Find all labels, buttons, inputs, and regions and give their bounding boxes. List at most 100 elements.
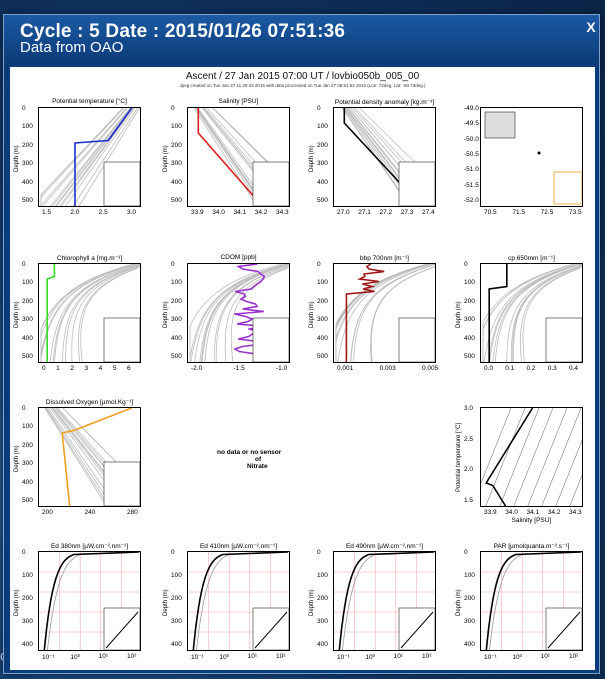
x-tick-label: 0 xyxy=(42,365,46,372)
x-tick-label: 10² xyxy=(276,653,286,660)
x-tick-label: 1 xyxy=(56,365,60,372)
profile-plot xyxy=(39,552,140,650)
y-tick-label: 0 xyxy=(317,549,321,556)
y-axis-label: Depth (m) xyxy=(14,145,20,172)
current-profile xyxy=(46,264,56,362)
y-tick-label: 0 xyxy=(22,549,26,556)
historical-profile xyxy=(40,264,137,362)
plot-area xyxy=(187,107,290,207)
y-tick-label: 100 xyxy=(464,279,475,287)
panel-map: -49.0 -49.5 -50.0 -50.5 -51.0 -51.5 -52.0 70.5 7… xyxy=(456,97,593,227)
y-axis-label: Depth (m) xyxy=(14,301,20,328)
x-tick-label: 27.3 xyxy=(400,209,414,216)
no-data-variable: Nitrate xyxy=(247,463,268,470)
inset-line xyxy=(547,611,581,649)
panel-title: Chlorophyll a [mg.m⁻³] xyxy=(56,255,123,262)
historical-profile xyxy=(42,108,128,206)
y-tick-label: -50.0 xyxy=(464,135,479,143)
y-tick-label: 300 xyxy=(171,160,182,168)
panel-title: Salinity [PSU] xyxy=(218,98,259,105)
historical-profile xyxy=(371,264,435,362)
y-axis-label: Depth (m) xyxy=(309,589,315,616)
panel-ts: Potential temperature [°C] 3.0 2.5 2.0 1.5 33… xyxy=(456,397,593,527)
y-tick-label: 300 xyxy=(464,618,475,625)
irradiance-profile xyxy=(192,552,288,650)
current-profile xyxy=(233,264,266,362)
map-inset xyxy=(484,111,516,139)
panel-title: cp 650mm [m⁻¹] xyxy=(508,255,555,262)
ts-curve xyxy=(485,408,534,506)
historical-profile xyxy=(50,108,131,206)
panel-sal: Salinity [PSU] Depth (m) 0 100 200 300 400 500 3… xyxy=(163,97,300,227)
x-tick-label: 0.0 xyxy=(484,365,494,372)
historical-profile xyxy=(78,264,140,362)
x-tick-label: 0.3 xyxy=(547,365,557,372)
figure-subheader: Jpeg created on Tue Jan 27 11:29:43 2015… xyxy=(179,83,426,88)
close-button[interactable]: X xyxy=(586,19,596,35)
profile-plot xyxy=(484,111,582,205)
historical-profile xyxy=(46,408,113,506)
x-tick-label: 10⁻¹ xyxy=(484,654,497,661)
x-axis-label: Salinity [PSU] xyxy=(511,517,552,524)
y-tick-label: 200 xyxy=(22,595,33,602)
y-tick-label: 0 xyxy=(171,105,175,112)
x-tick-label: 10⁰ xyxy=(512,654,523,661)
trajectory-inset xyxy=(553,171,582,205)
y-tick-label: 0 xyxy=(464,261,468,268)
x-tick-label: 10¹ xyxy=(540,653,551,660)
x-tick-label: 0.4 xyxy=(569,365,579,372)
inset-plot xyxy=(103,161,140,206)
y-tick-label: 300 xyxy=(22,160,33,168)
profile-figure: Ascent / 27 Jan 2015 07:00 UT / lovbio05… xyxy=(10,67,595,670)
x-tick-label: 34.1 xyxy=(233,209,247,216)
y-tick-label: 0 xyxy=(171,261,175,268)
x-tick-label: 27.1 xyxy=(358,209,371,216)
inset-plot xyxy=(545,317,582,362)
x-tick-label: -1.0 xyxy=(276,365,288,372)
y-tick-label: 200 xyxy=(22,141,33,149)
x-tick-label: 10⁰ xyxy=(219,654,230,661)
x-tick-label: 10⁰ xyxy=(70,654,81,661)
x-tick-label: 70.5 xyxy=(484,209,497,216)
y-tick-label: 2.0 xyxy=(464,466,474,474)
y-tick-label: 0 xyxy=(22,405,26,412)
x-tick-label: 0.001 xyxy=(337,365,354,372)
y-tick-label: -50.5 xyxy=(464,151,479,158)
y-tick-label: 100 xyxy=(22,123,33,131)
plot-area xyxy=(480,551,583,651)
x-tick-label: 33.9 xyxy=(484,509,497,516)
inset-plot xyxy=(398,317,435,362)
x-tick-label: 2 xyxy=(70,365,74,372)
isopycnal-line xyxy=(569,474,582,506)
x-tick-label: 27.0 xyxy=(337,209,350,216)
y-tick-label: 500 xyxy=(171,197,182,204)
historical-profile xyxy=(40,108,127,206)
panel-ed490: Ed 490nm [µW.cm⁻².nm⁻¹] Depth (m) 0 100 200 3… xyxy=(309,541,446,670)
x-tick-label: 3 xyxy=(84,365,89,372)
historical-profile xyxy=(45,408,110,506)
historical-profile xyxy=(52,264,140,362)
x-tick-label: 10¹ xyxy=(247,653,258,660)
x-tick-label: 2.0 xyxy=(70,209,80,216)
x-tick-label: 71.5 xyxy=(512,209,525,216)
y-axis-label: Depth (m) xyxy=(309,301,315,328)
panel-cdom: CDOM [ppb] Depth (m) 0 100 200 300 400 500 -2.0 -… xyxy=(163,253,300,383)
historical-profile xyxy=(224,264,289,362)
dialog-header: Cycle : 5 Date : 2015/01/26 07:51:36 Dat… xyxy=(4,15,599,63)
y-tick-label: 200 xyxy=(317,141,328,149)
historical-profile xyxy=(353,264,435,362)
x-tick-label: 34.0 xyxy=(505,509,518,516)
historical-profile xyxy=(194,264,288,362)
plot-area xyxy=(480,107,583,207)
x-tick-label: 10² xyxy=(569,653,579,660)
y-tick-label: 100 xyxy=(171,123,182,131)
historical-profile xyxy=(482,264,576,362)
profile-plot xyxy=(188,552,289,650)
current-profile xyxy=(74,108,133,206)
reference-profile xyxy=(47,552,140,650)
historical-profile xyxy=(489,264,582,362)
panel-ed410: Ed 410nm [µW.cm⁻².nm⁻¹] Depth (m) 0 100 200 3… xyxy=(163,541,300,670)
x-tick-label: 6 xyxy=(127,365,131,372)
x-tick-label: -1.5 xyxy=(233,365,245,372)
panel-title: Ed 380nm [µW.cm⁻².nm⁻¹] xyxy=(50,543,129,550)
